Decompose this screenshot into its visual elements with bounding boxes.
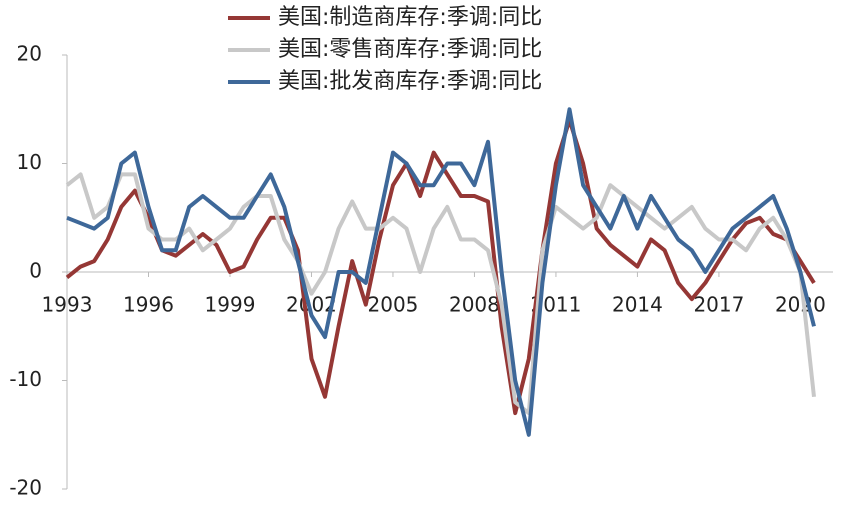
x-tick-label: 2008 [449,293,500,317]
y-tick-label: -20 [9,476,42,500]
y-tick-label: 20 [17,42,42,66]
x-tick-label: 2014 [612,293,663,317]
x-tick-label: 1993 [42,293,93,317]
legend-label: 美国:零售商库存:季调:同比 [278,37,542,62]
y-tick-label: 10 [17,150,42,174]
x-tick-label: 2017 [693,293,744,317]
y-tick-label: 0 [29,259,42,283]
series-line [65,172,816,416]
x-tick-label: 1999 [205,293,256,317]
series-line [66,107,816,437]
legend-label: 美国:批发商库存:季调:同比 [278,69,542,94]
legend-label: 美国:制造商库存:季调:同比 [278,5,542,30]
x-tick-label: 2005 [368,293,419,317]
x-tick-label: 2020 [775,293,826,317]
x-tick-label: 1996 [123,293,174,317]
y-tick-label: -10 [9,367,42,391]
series-line [65,118,816,416]
